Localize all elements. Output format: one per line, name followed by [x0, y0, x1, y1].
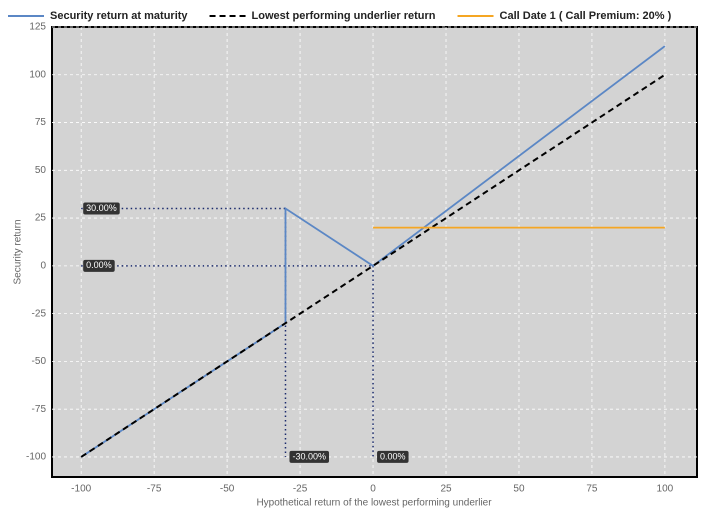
y-tick-label: -50 — [32, 356, 47, 367]
y-tick-label: -25 — [32, 308, 47, 319]
x-tick-label: -75 — [147, 484, 162, 495]
legend: Security return at maturity Lowest perfor… — [8, 10, 672, 22]
x-tick-label: -25 — [293, 484, 308, 495]
x-tick-label: 0 — [370, 484, 376, 495]
annotation-box — [83, 259, 115, 272]
annotation-box — [377, 450, 409, 463]
y-tick-label: 125 — [29, 22, 46, 33]
y-tick-label: -75 — [32, 404, 47, 415]
y-tick-label: 75 — [35, 117, 47, 128]
y-tick-label: 25 — [35, 213, 47, 224]
legend-label: Security return at maturity — [50, 10, 188, 22]
series-line — [80, 73, 666, 458]
x-tick-label: -100 — [71, 484, 91, 495]
x-axis-label: Hypothetical return of the lowest perfor… — [256, 498, 492, 509]
y-tick-label: -100 — [26, 452, 46, 463]
y-tick-label: 50 — [35, 165, 47, 176]
legend-label: Call Date 1 ( Call Premium: 20% ) — [500, 10, 672, 22]
x-tick-label: 100 — [657, 484, 674, 495]
x-tick-label: 75 — [586, 484, 598, 495]
annotation-box — [289, 450, 330, 463]
x-tick-label: -50 — [220, 484, 235, 495]
x-tick-label: 50 — [513, 484, 525, 495]
annotation-label: 0.00% — [86, 260, 112, 270]
annotation-label: 0.00% — [380, 451, 406, 461]
annotation: 30.00% — [81, 202, 286, 215]
y-axis-label: Security return — [13, 219, 24, 284]
y-tick-label: 0 — [40, 260, 46, 271]
legend-label: Lowest performing underlier return — [252, 10, 436, 22]
annotation-label: -30.00% — [292, 451, 326, 461]
x-tick-label: 25 — [440, 484, 452, 495]
annotation: 0.00% — [81, 259, 374, 272]
y-tick-label: 100 — [29, 69, 46, 80]
annotation: 0.00% — [372, 265, 409, 463]
annotation-box — [83, 202, 120, 215]
annotation-label: 30.00% — [86, 203, 117, 213]
